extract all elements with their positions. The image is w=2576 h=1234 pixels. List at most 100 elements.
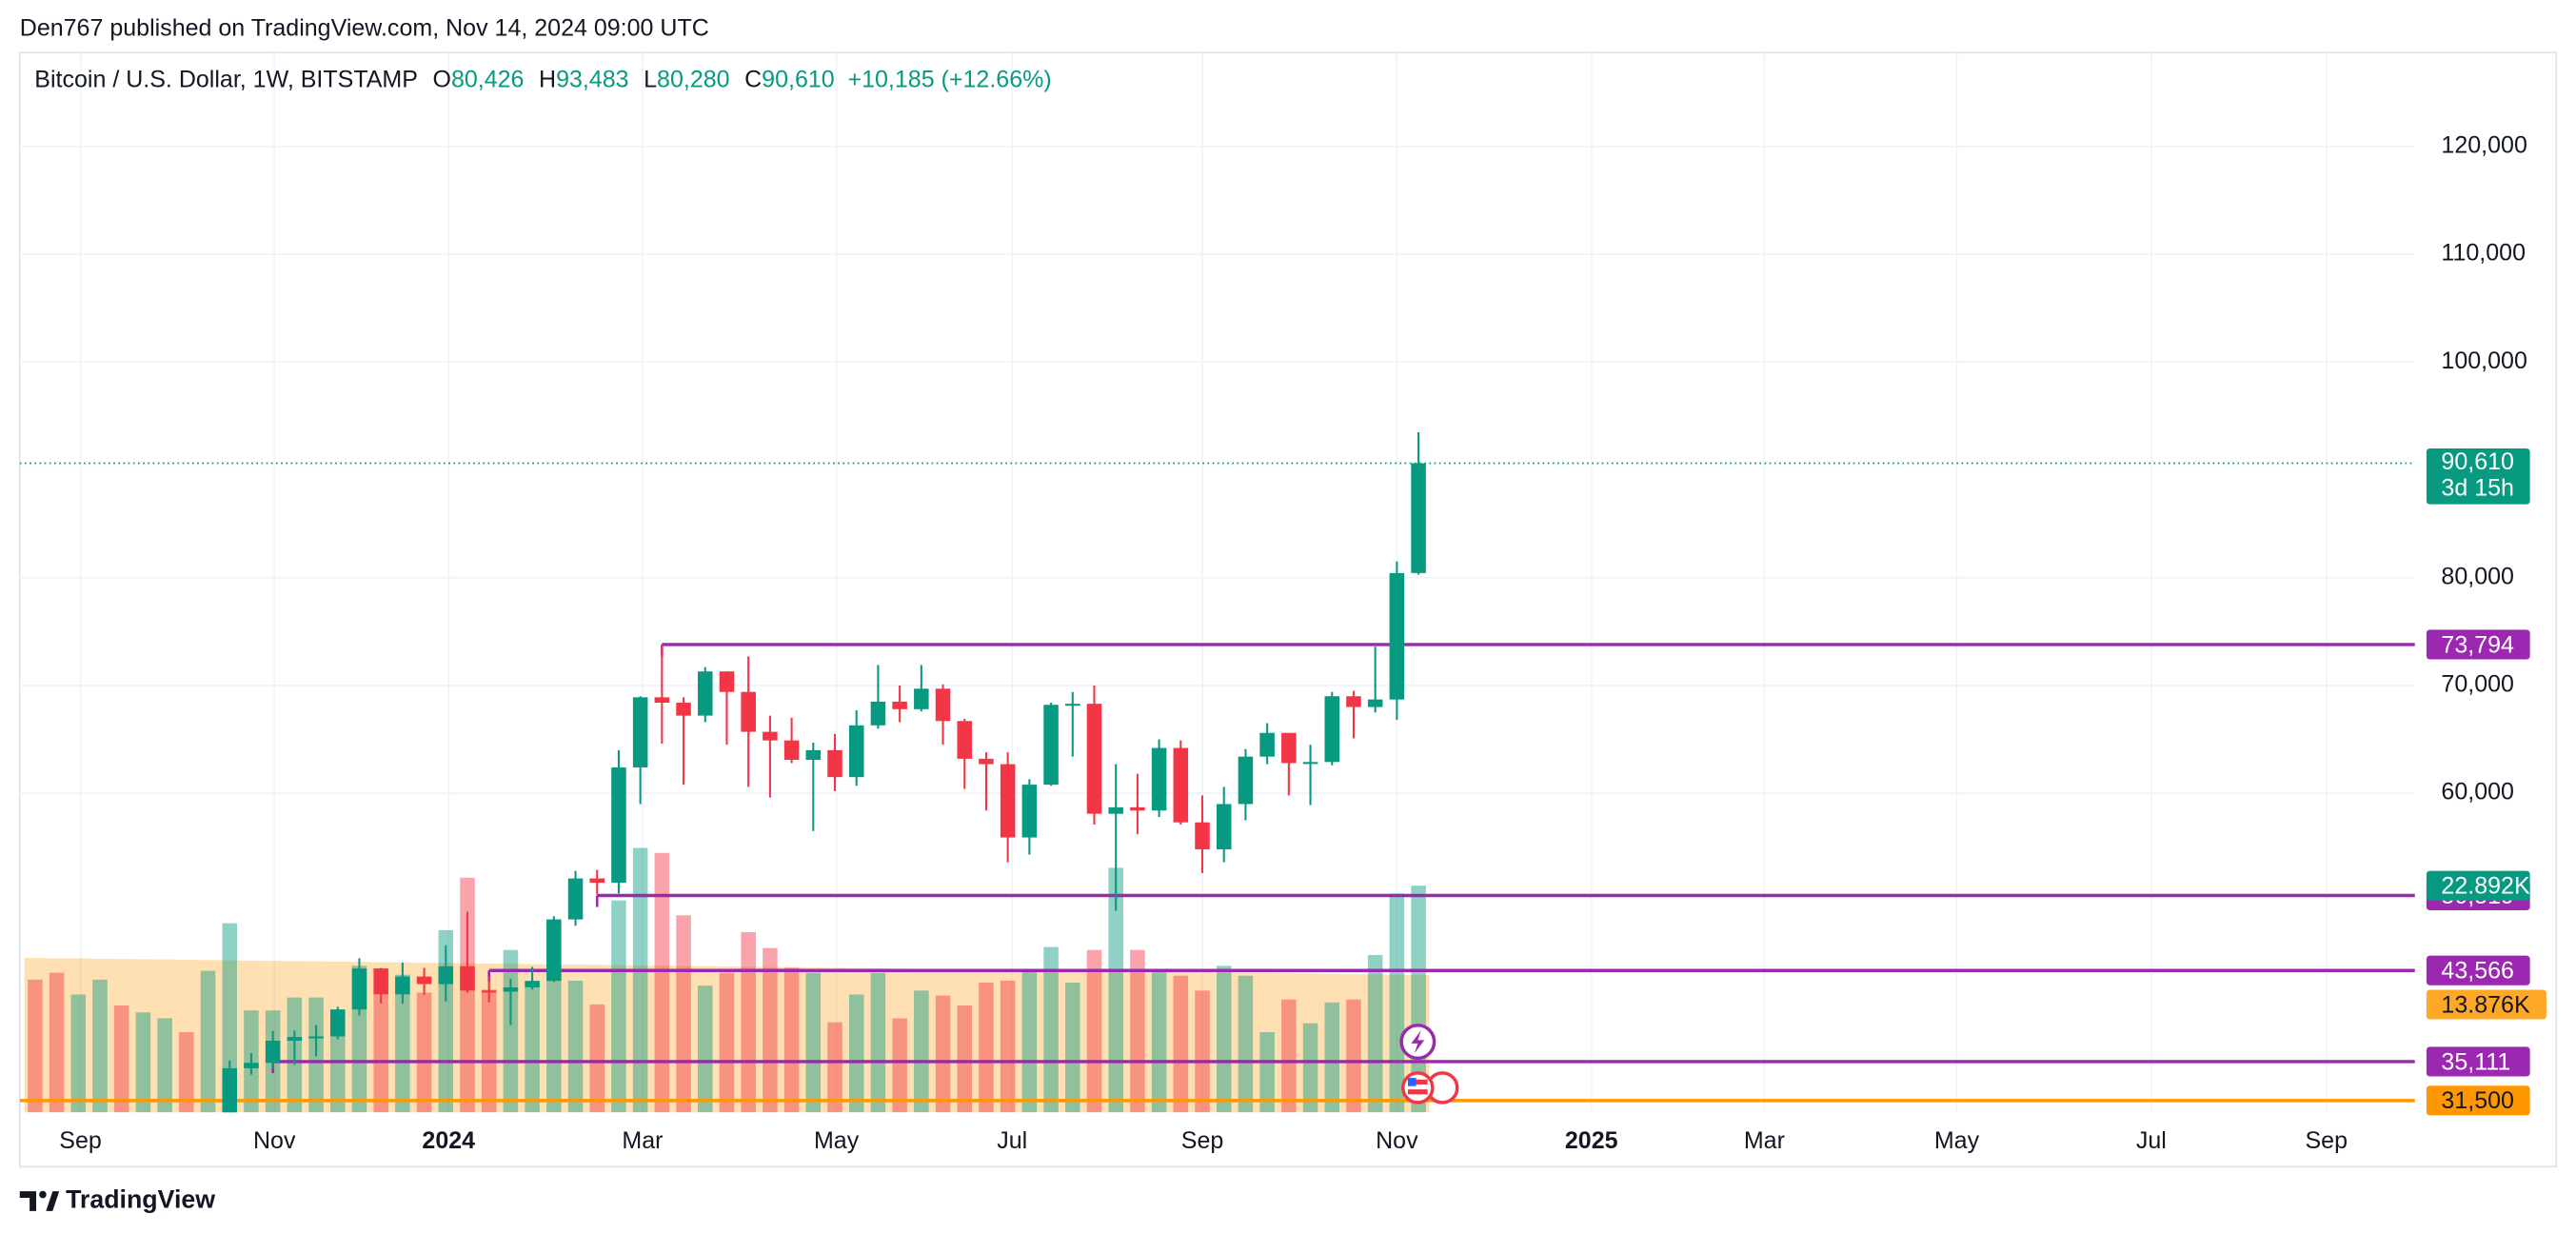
candle-body: [1195, 822, 1210, 850]
volume-bar: [1367, 954, 1383, 1113]
candle-body: [481, 990, 497, 993]
volume-bar: [676, 915, 691, 1113]
volume-bar: [654, 852, 670, 1113]
flag-stripe: [1407, 1079, 1428, 1085]
volume-bar: [1065, 983, 1080, 1113]
candle-body: [265, 1040, 281, 1064]
candle-body: [460, 965, 475, 991]
volume-bar: [935, 995, 951, 1113]
volume-bar: [113, 1005, 129, 1113]
volume-bar: [957, 1005, 973, 1113]
legend-symbol: Bitcoin / U.S. Dollar, 1W, BITSTAMP: [34, 66, 418, 92]
lightning-icon: [1411, 1030, 1425, 1054]
level-price-box: [2426, 955, 2530, 985]
volume-bar: [589, 1004, 605, 1113]
x-tick-label: Sep: [2305, 1127, 2348, 1154]
candle-body: [741, 691, 756, 732]
logo-part: [19, 1191, 37, 1211]
x-tick-label: 2024: [422, 1127, 475, 1154]
candle-body: [632, 697, 648, 767]
volume-bar: [1108, 867, 1123, 1113]
volume-bar: [567, 980, 584, 1113]
y-tick-label: 110,000: [2441, 240, 2526, 267]
candle-body: [1281, 732, 1297, 764]
publish-info: Den767 published on TradingView.com, Nov…: [20, 15, 709, 42]
volume-bar: [1216, 965, 1232, 1113]
legend-value: 80,426: [451, 66, 525, 92]
candle-body: [287, 1037, 303, 1041]
volume-bar: [1259, 1032, 1275, 1113]
last-price-box: [2426, 448, 2530, 505]
volume-bar: [49, 972, 65, 1113]
volume-bar: [1021, 969, 1038, 1113]
candle-body: [1086, 704, 1102, 814]
candle-body: [1389, 572, 1405, 700]
level-price-label: 35,111: [2441, 1048, 2510, 1075]
candle-body: [1151, 747, 1167, 811]
volume-bar: [179, 1032, 194, 1113]
candle-body: [783, 740, 800, 761]
logo-part: [46, 1191, 60, 1211]
volume-bar: [848, 994, 864, 1113]
volume-bar: [460, 877, 475, 1113]
candle-body: [763, 731, 778, 741]
brand-logo: [19, 1190, 60, 1211]
y-tick-label: 60,000: [2441, 779, 2514, 806]
x-tick-label: May: [814, 1127, 860, 1154]
x-tick-label: Mar: [622, 1127, 663, 1154]
volume-bar: [719, 972, 735, 1113]
event-icon[interactable]: [1401, 1071, 1435, 1105]
volume-bar: [914, 990, 929, 1113]
volume-bar: [1324, 1002, 1340, 1113]
legend-key: O: [432, 66, 450, 92]
candle-body: [1021, 785, 1038, 838]
candle-body: [654, 697, 670, 704]
candle-body: [1065, 704, 1080, 707]
volume-bar: [525, 985, 540, 1113]
candle-body: [1302, 762, 1318, 765]
legend-key: C: [744, 66, 762, 92]
grid: [19, 52, 2415, 1113]
candle-body: [719, 671, 735, 692]
legend-key: L: [644, 66, 657, 92]
candle-body: [373, 968, 388, 995]
candle-body: [330, 1009, 346, 1037]
volume-bar: [416, 992, 432, 1113]
candle-body: [1108, 806, 1123, 814]
x-tick-label: Jul: [2136, 1127, 2167, 1154]
legend-key: H: [539, 66, 556, 92]
volume-ma-area: [24, 958, 1430, 1113]
candle-body: [244, 1063, 259, 1068]
volume-bar: [1346, 999, 1361, 1113]
volume-bar: [28, 979, 43, 1113]
candle-body: [957, 721, 973, 759]
candle-body: [525, 981, 540, 987]
candle-body: [503, 986, 519, 992]
candle-body: [1043, 705, 1059, 786]
volume-bar: [92, 979, 108, 1113]
volume-bar: [632, 847, 648, 1113]
candle-body: [1173, 747, 1189, 823]
axes: Sep Nov 2024 Mar May Jul Sep Nov 2025 Mar May Jul Se…: [59, 131, 2546, 1154]
plot-area: [19, 431, 2415, 1113]
candle-body: [351, 968, 367, 1010]
event-icons: [1399, 1024, 1459, 1105]
x-tick-label: 2025: [1565, 1127, 1618, 1154]
candle-body: [1000, 764, 1016, 838]
volume-bar: [1173, 975, 1189, 1113]
candle-body: [567, 878, 584, 920]
volume-bar: [611, 900, 626, 1113]
legend-change: +10,185 (+12.66%): [848, 66, 1052, 92]
volume-bar: [135, 1012, 151, 1113]
volume-bar: [157, 1018, 172, 1113]
flag-canton: [1407, 1078, 1417, 1086]
legend-value: 93,483: [556, 66, 629, 92]
candle-body: [827, 749, 842, 778]
volume-bar: [1151, 969, 1167, 1113]
legend-value: 90,610: [762, 66, 835, 92]
chart-frame: [18, 51, 2558, 1168]
volume-bar: [70, 994, 87, 1113]
y-tick-label: 120,000: [2441, 131, 2526, 158]
